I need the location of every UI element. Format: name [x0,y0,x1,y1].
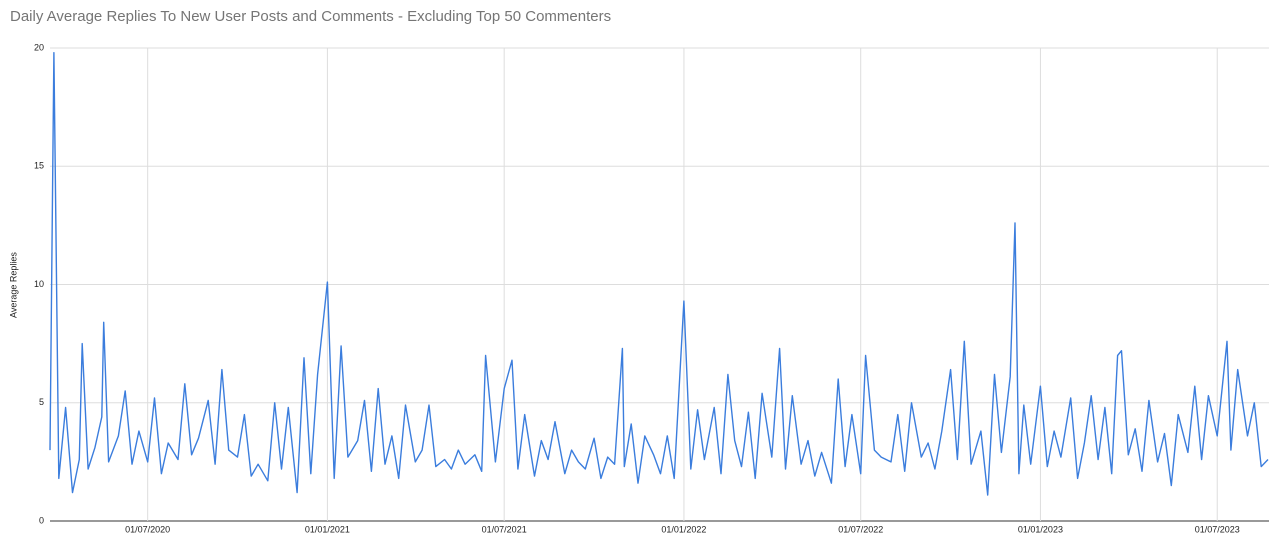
x-tick-label: 01/07/2020 [125,524,170,534]
y-tick-label: 15 [34,161,44,171]
y-tick-label: 0 [39,515,44,525]
x-tick-label: 01/07/2021 [482,524,527,534]
chart-title: Daily Average Replies To New User Posts … [10,8,611,25]
y-tick-label: 10 [34,279,44,289]
x-tick-label: 01/07/2023 [1195,524,1240,534]
x-tick-label: 01/01/2021 [305,524,350,534]
x-tick-label: 01/01/2023 [1018,524,1063,534]
series-line [49,52,1269,496]
x-tick-label: 01/07/2022 [838,524,883,534]
y-axis-label: Average Replies [8,252,18,318]
y-tick-label: 20 [34,42,44,52]
y-tick-label: 5 [39,397,44,407]
x-tick-label: 01/01/2022 [661,524,706,534]
